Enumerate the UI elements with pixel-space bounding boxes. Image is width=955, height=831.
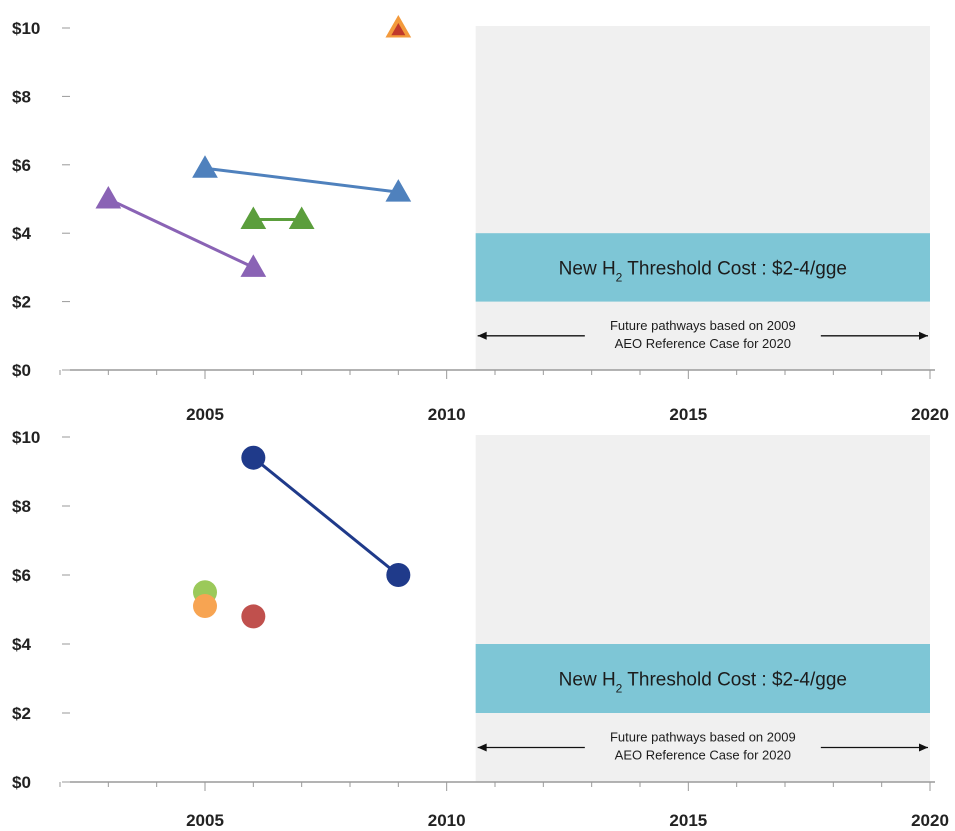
- data-point-circle: [241, 604, 266, 629]
- future-arrowhead-left: [477, 331, 487, 340]
- data-point-triangle: [385, 179, 412, 202]
- future-region: [475, 26, 930, 370]
- y-tick-label: $2: [12, 704, 31, 723]
- series-line-1: [204, 166, 399, 194]
- data-point-triangle: [240, 254, 267, 277]
- x-tick-label: 2020: [911, 405, 949, 424]
- future-note-line2: AEO Reference Case for 2020: [615, 748, 791, 763]
- y-tick-label: $4: [12, 635, 31, 654]
- data-point-circle: [386, 563, 411, 587]
- y-tick-label: $0: [12, 773, 31, 792]
- threshold-band-label: New H2 Threshold Cost : $2-4/gge: [559, 258, 847, 284]
- future-note-line1: Future pathways based on 2009: [610, 318, 796, 333]
- future-arrowhead-left: [477, 743, 487, 752]
- y-tick-label: $4: [12, 224, 31, 243]
- x-tick-label: 2005: [186, 811, 224, 830]
- future-arrowhead-right: [919, 331, 928, 340]
- x-tick-label: 2010: [428, 405, 466, 424]
- chart-panel-top: New H2 Threshold Cost : $2-4/gge Future p…: [12, 14, 949, 424]
- y-tick-label: $10: [12, 19, 40, 38]
- data-point-triangle: [288, 206, 315, 230]
- threshold-band: [475, 233, 930, 302]
- data-point-triangle: [192, 155, 218, 178]
- x-tick-label: 2020: [911, 811, 949, 830]
- series-line-0: [252, 456, 400, 577]
- y-tick-label: $8: [12, 87, 31, 106]
- chart-panel-bottom: New H2 Threshold Cost : $2-4/gge Future p…: [12, 428, 949, 830]
- data-point-triangle: [95, 185, 122, 209]
- future-arrowhead-right: [919, 743, 928, 752]
- y-tick-label: $2: [12, 293, 31, 312]
- future-note-line1: Future pathways based on 2009: [610, 730, 796, 745]
- series-line-0: [107, 197, 254, 269]
- future-region: [475, 435, 930, 782]
- future-note-line2: AEO Reference Case for 2020: [615, 336, 791, 351]
- y-tick-label: $8: [12, 497, 31, 516]
- y-tick-label: $6: [12, 156, 31, 175]
- x-tick-label: 2015: [669, 405, 707, 424]
- threshold-band-label: New H2 Threshold Cost : $2-4/gge: [559, 670, 847, 696]
- threshold-band: [475, 644, 930, 713]
- data-point-circle: [193, 594, 217, 619]
- x-tick-label: 2010: [428, 811, 466, 830]
- y-tick-label: $0: [12, 361, 31, 380]
- x-tick-label: 2005: [186, 405, 224, 424]
- y-tick-label: $6: [12, 566, 31, 585]
- data-point-triangle: [240, 206, 267, 230]
- data-point-circle: [241, 445, 266, 470]
- y-tick-label: $10: [12, 428, 40, 447]
- x-tick-label: 2015: [669, 811, 707, 830]
- data-point-triangle-inner: [391, 23, 406, 36]
